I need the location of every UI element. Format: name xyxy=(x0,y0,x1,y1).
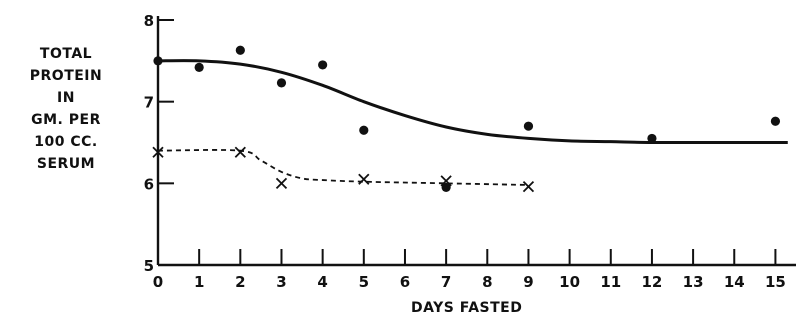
x-tick-label: 11 xyxy=(600,273,621,291)
y-axis-title-line: GM. PER xyxy=(31,112,101,128)
x-tick-label: 3 xyxy=(276,273,286,291)
data-point-dot xyxy=(235,45,245,55)
y-axis-title-line: IN xyxy=(57,90,75,106)
y-tick-label: 5 xyxy=(144,257,154,275)
x-tick-label: 7 xyxy=(441,273,451,291)
data-point-dot xyxy=(318,60,328,70)
data-point-x xyxy=(440,175,452,187)
series-1-curve xyxy=(157,149,529,186)
x-marker-stroke xyxy=(522,180,535,193)
x-tick-label: 12 xyxy=(641,273,662,291)
x-tick-label: 15 xyxy=(765,273,786,291)
x-tick-label: 5 xyxy=(359,273,369,291)
y-tick-label: 8 xyxy=(144,12,154,30)
fitted-curves xyxy=(157,59,788,186)
x-marker-stroke xyxy=(275,177,288,189)
data-point-x xyxy=(234,146,246,158)
y-axis-title: TOTAL PROTEIN IN GM. PER 100 CC. SERUM xyxy=(30,46,102,172)
axes xyxy=(156,16,796,267)
data-point-dot xyxy=(276,78,287,88)
data-point-x xyxy=(358,173,370,185)
x-tick-label: 4 xyxy=(317,273,327,291)
x-tick-label: 8 xyxy=(482,273,492,291)
x-marker-stroke xyxy=(358,173,370,185)
data-points xyxy=(152,45,781,193)
data-point-dot xyxy=(647,133,657,144)
x-tick-label: 9 xyxy=(523,273,533,291)
y-axis-title-line: SERUM xyxy=(37,156,95,172)
x-tick-label: 1 xyxy=(194,273,204,291)
data-point-dot xyxy=(523,121,534,131)
y-ticks: 5 6 7 8 xyxy=(144,12,174,275)
y-axis-title-line: 100 CC. xyxy=(34,134,97,150)
data-point-dot xyxy=(153,56,163,66)
y-tick-label: 7 xyxy=(144,94,154,112)
data-point-x xyxy=(522,180,535,193)
x-tick-label: 0 xyxy=(153,273,163,291)
data-point-dot xyxy=(194,62,204,72)
x-marker-stroke xyxy=(152,146,164,158)
series-0-curve xyxy=(157,59,788,145)
data-point-dot xyxy=(441,182,451,193)
data-point-x xyxy=(152,146,164,158)
x-marker-stroke xyxy=(440,175,452,187)
data-point-x xyxy=(275,177,288,189)
data-point-dot xyxy=(770,116,781,126)
y-axis-title-line: TOTAL xyxy=(40,46,92,62)
x-marker-stroke xyxy=(234,146,246,158)
y-tick-label: 6 xyxy=(144,175,154,193)
data-point-dot xyxy=(359,125,369,135)
x-ticks: 0 1 2 3 4 5 6 7 8 9 10 11 12 13 14 15 xyxy=(153,249,786,291)
x-tick-label: 13 xyxy=(683,273,704,291)
y-axis-title-line: PROTEIN xyxy=(30,68,102,84)
x-axis-title: DAYS FASTED xyxy=(411,300,522,316)
x-tick-label: 2 xyxy=(235,273,245,291)
x-tick-label: 6 xyxy=(400,273,410,291)
x-tick-label: 14 xyxy=(724,273,745,291)
x-tick-label: 10 xyxy=(559,273,580,291)
